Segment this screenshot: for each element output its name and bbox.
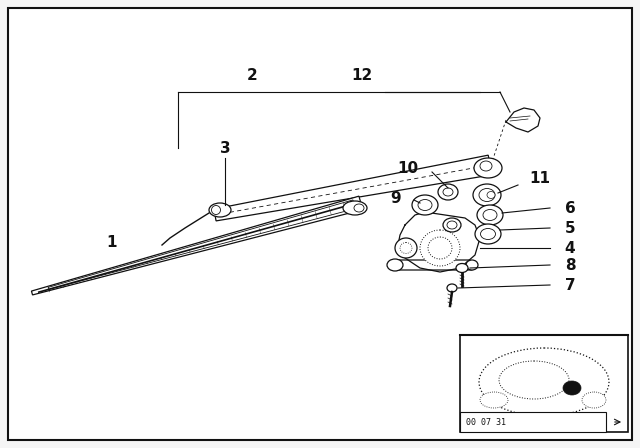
Text: 10: 10 xyxy=(397,160,419,176)
Text: 12: 12 xyxy=(351,68,372,82)
Ellipse shape xyxy=(412,195,438,215)
Ellipse shape xyxy=(420,230,460,266)
Ellipse shape xyxy=(209,203,231,217)
Ellipse shape xyxy=(473,184,501,206)
Polygon shape xyxy=(398,212,480,272)
Text: 6: 6 xyxy=(564,201,575,215)
Text: 11: 11 xyxy=(529,171,550,185)
Text: 00 07 31: 00 07 31 xyxy=(466,418,506,426)
Ellipse shape xyxy=(466,260,478,270)
Ellipse shape xyxy=(443,218,461,232)
Ellipse shape xyxy=(481,228,495,240)
Polygon shape xyxy=(31,196,363,295)
Ellipse shape xyxy=(479,348,609,416)
Ellipse shape xyxy=(487,191,495,198)
Text: 9: 9 xyxy=(390,190,401,206)
Ellipse shape xyxy=(438,184,458,200)
Ellipse shape xyxy=(428,237,452,259)
Ellipse shape xyxy=(499,361,569,399)
Ellipse shape xyxy=(354,204,364,212)
Ellipse shape xyxy=(443,188,453,196)
Ellipse shape xyxy=(475,224,501,244)
Ellipse shape xyxy=(456,263,468,272)
Ellipse shape xyxy=(211,206,221,215)
Polygon shape xyxy=(48,200,355,289)
Ellipse shape xyxy=(447,221,457,229)
Ellipse shape xyxy=(480,392,508,408)
Polygon shape xyxy=(395,260,474,270)
Ellipse shape xyxy=(400,242,412,254)
Text: 3: 3 xyxy=(220,141,230,155)
Ellipse shape xyxy=(563,381,581,395)
Ellipse shape xyxy=(479,189,495,202)
Text: 1: 1 xyxy=(107,234,117,250)
Ellipse shape xyxy=(418,199,432,211)
Polygon shape xyxy=(506,108,540,132)
Ellipse shape xyxy=(483,210,497,220)
Ellipse shape xyxy=(582,392,606,408)
Ellipse shape xyxy=(480,161,492,171)
Bar xyxy=(460,412,606,432)
Text: 8: 8 xyxy=(564,258,575,272)
Polygon shape xyxy=(214,155,492,221)
Ellipse shape xyxy=(447,284,457,292)
Ellipse shape xyxy=(477,205,503,225)
Ellipse shape xyxy=(395,238,417,258)
Ellipse shape xyxy=(343,201,367,215)
Text: 7: 7 xyxy=(564,277,575,293)
Bar xyxy=(460,335,628,432)
Text: 5: 5 xyxy=(564,220,575,236)
Text: 2: 2 xyxy=(246,68,257,82)
Ellipse shape xyxy=(387,259,403,271)
Ellipse shape xyxy=(474,158,502,178)
Text: 4: 4 xyxy=(564,241,575,255)
